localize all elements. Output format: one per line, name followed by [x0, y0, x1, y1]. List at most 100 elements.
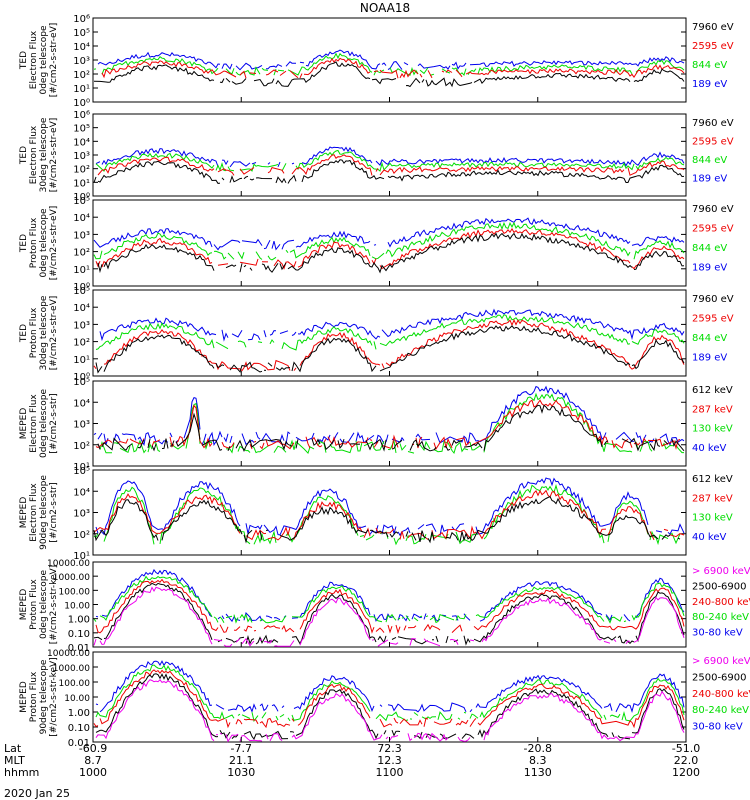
y-tick-label: 0.01: [68, 738, 90, 749]
y-axis-label: MEPED Proton Flux 90deg telescope [#/cm2-s-…: [19, 657, 59, 736]
panel-frame: [92, 651, 687, 743]
legend-entry: 2500-6900 keV: [692, 581, 750, 592]
x-tick-label-hhmm: 1000: [79, 766, 107, 779]
y-axis-label: TED Electron Flux 0deg telescope [#/cm2-s-s…: [19, 23, 59, 98]
y-tick-label: 10⁵: [73, 377, 90, 388]
y-tick-label: 10000.00: [47, 649, 90, 659]
legend-entry: 189 eV: [692, 353, 727, 364]
y-tick-label: 10.00: [64, 602, 90, 612]
legend-entry: 7960 eV: [692, 294, 734, 305]
y-axis-label: MEPED Electron Flux 90deg telescope [#/cm2-…: [19, 475, 59, 550]
y-label-line: Electron Flux: [29, 125, 39, 184]
y-label-line: TED: [19, 234, 29, 253]
y-label-line: [#/cm2-s-str-keV]: [49, 657, 59, 736]
legend-entry: > 6900 keV: [692, 656, 750, 667]
series-2595-eV: [101, 57, 685, 79]
legend-entry: 30-80 keV: [692, 722, 743, 733]
legend-entry: 2595 eV: [692, 41, 734, 52]
y-label-line: MEPED: [19, 497, 29, 529]
y-tick-label: 10⁴: [73, 213, 90, 224]
panel-2: 10⁰ 10¹ 10² 10³ 10⁴ 10⁵ 10⁶ TED Electron Flux 30d…: [19, 110, 734, 203]
y-tick-label: 10²: [73, 165, 90, 176]
legend-entry: 80-240 keV: [692, 705, 749, 716]
y-tick-label: 10⁴: [73, 303, 90, 314]
y-label-line: [#/cm2-s-str-keV]: [49, 565, 59, 644]
legend-entry: 844 eV: [692, 60, 727, 71]
y-tick-label: 10⁵: [73, 28, 90, 39]
date-label: 2020 Jan 25: [4, 787, 70, 800]
legend-entry: 7960 eV: [692, 22, 734, 33]
y-tick-label: 10¹: [73, 462, 90, 473]
x-tick-label-mlt: 22.0: [674, 754, 699, 767]
y-tick-label: 10⁵: [73, 286, 90, 297]
y-tick-label: 1.00: [68, 708, 90, 719]
y-tick-label: 10²: [73, 248, 90, 259]
y-tick-label: 10⁴: [73, 137, 90, 148]
y-tick-label: 10³: [73, 420, 90, 431]
y-label-line: [#/cm2-s-str-eV]: [49, 296, 59, 371]
panel-frame: [92, 289, 687, 377]
y-tick-label: 10⁰: [73, 282, 90, 293]
panel-6: 10¹ 10² 10³ 10⁴ 10⁵ MEPED Electron Flux 90deg t…: [19, 466, 733, 562]
legend-entry: 612 keV: [692, 385, 733, 396]
legend-entry: 80-240 keV: [692, 612, 749, 623]
y-tick-label: 0.10: [68, 723, 90, 734]
legend-entry: 2500-6900 keV: [692, 672, 750, 683]
series-844-eV: [95, 314, 685, 351]
x-tick-label-lat: -7.7: [231, 742, 252, 755]
panel-frame: [92, 199, 687, 287]
x-tick-label-hhmm: 1030: [227, 766, 255, 779]
series-844-eV: [93, 221, 685, 261]
series-30-80-keV: [95, 660, 685, 714]
y-tick-label: 100.00: [59, 679, 91, 689]
series-30-80-keV: [95, 568, 685, 623]
y-tick-label: 10¹: [73, 355, 90, 366]
series-189-eV: [97, 49, 685, 71]
series-80-240-keV: [95, 664, 685, 722]
y-tick-label: 10²: [73, 530, 90, 541]
x-tick-label-mlt: 8.3: [529, 754, 547, 767]
series-2595-eV: [95, 227, 685, 270]
y-tick-label: 10.00: [64, 694, 90, 704]
y-tick-label: 10⁴: [73, 487, 90, 498]
legend-entry: 189 eV: [692, 263, 727, 274]
legend-entry: 844 eV: [692, 333, 727, 344]
series--6900-keV: [93, 586, 685, 647]
series-2595-eV: [97, 154, 685, 176]
y-tick-label: 10⁰: [73, 192, 90, 203]
y-label-line: Proton Flux: [29, 217, 39, 268]
y-tick-label: 10¹: [73, 178, 90, 189]
series-2595-eV: [93, 318, 685, 372]
y-tick-label: 1.00: [68, 615, 90, 626]
y-tick-label: 10³: [73, 56, 90, 67]
y-tick-label: 10⁴: [73, 398, 90, 409]
x-tick-label-lat: -60.9: [79, 742, 107, 755]
y-tick-label: 10³: [73, 320, 90, 331]
legend-entry: 130 keV: [692, 424, 733, 435]
y-label-line: TED: [19, 51, 29, 70]
y-label-line: TED: [19, 146, 29, 165]
x-tick-label-hhmm: 1130: [524, 766, 552, 779]
y-axis-label: TED Proton Flux 0deg telescope [#/cm2-s-str…: [19, 206, 59, 281]
legend-entry: 287 keV: [692, 493, 733, 504]
legend-entry: 40 keV: [692, 532, 726, 543]
y-label-line: Electron Flux: [29, 483, 39, 542]
y-tick-label: 10¹: [73, 84, 90, 95]
y-label-line: Proton Flux: [29, 671, 39, 722]
y-label-line: Electron Flux: [29, 30, 39, 89]
x-row-label: MLT: [4, 754, 25, 767]
series-240-800-keV: [95, 578, 685, 635]
y-label-line: [#/cm2-s-str-eV]: [49, 23, 59, 98]
y-tick-label: 1000.00: [53, 573, 90, 583]
y-label-line: 0deg telescope: [39, 570, 49, 640]
panel-3: 10⁰ 10¹ 10² 10³ 10⁴ 10⁵ TED Proton Flux 0deg tel…: [19, 196, 734, 293]
y-label-line: MEPED: [19, 681, 29, 713]
x-tick-label-hhmm: 1100: [376, 766, 404, 779]
y-tick-label: 0.01: [68, 643, 90, 654]
panel-5: 10¹ 10² 10³ 10⁴ 10⁵ MEPED Electron Flux 0deg te…: [19, 377, 733, 473]
y-label-line: TED: [19, 324, 29, 343]
y-tick-label: 10⁰: [73, 98, 90, 109]
legend-entry: 40 keV: [692, 443, 726, 454]
